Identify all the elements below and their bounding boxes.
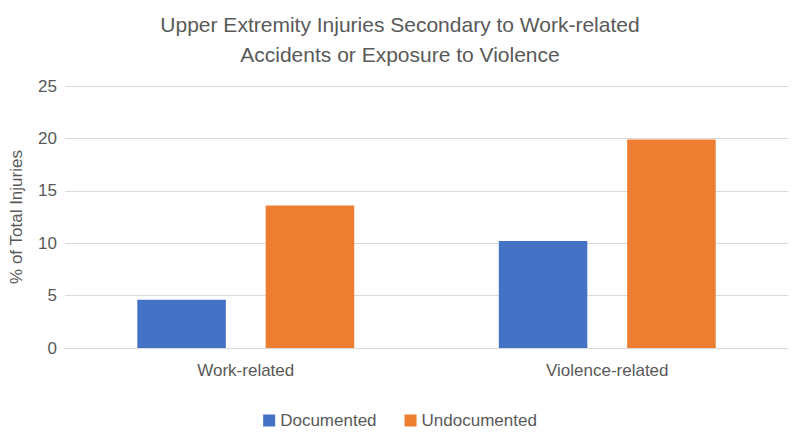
svg-text:10: 10 (38, 234, 57, 253)
svg-text:20: 20 (38, 129, 57, 148)
svg-text:5: 5 (48, 286, 57, 305)
svg-text:Work-related: Work-related (197, 361, 294, 380)
svg-text:Accidents or Exposure to Viole: Accidents or Exposure to Violence (240, 43, 559, 66)
svg-text:Undocumented: Undocumented (422, 411, 537, 430)
svg-text:25: 25 (38, 77, 57, 96)
svg-text:Upper Extremity Injuries Secon: Upper Extremity Injuries Secondary to Wo… (160, 13, 639, 36)
svg-text:% of Total Injuries: % of Total Injuries (7, 150, 26, 284)
svg-text:15: 15 (38, 181, 57, 200)
svg-text:0: 0 (48, 339, 57, 358)
svg-text:Violence-related: Violence-related (546, 361, 669, 380)
svg-text:Documented: Documented (280, 411, 376, 430)
